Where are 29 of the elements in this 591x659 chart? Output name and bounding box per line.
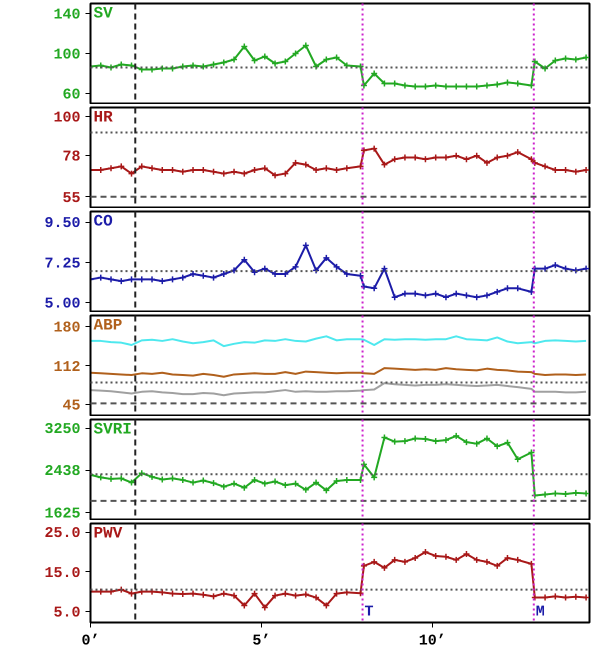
y-tick-label: 55 [62, 190, 81, 207]
y-tick-label: 140 [53, 6, 81, 24]
chart-title: CO [94, 212, 114, 230]
y-tick-label: 112 [53, 358, 81, 376]
y-tick-label: 1625 [44, 505, 81, 522]
y-tick-label: 9.50 [44, 215, 81, 232]
y-tick-label: 45 [62, 398, 81, 415]
y-tick-label: 60 [62, 86, 81, 104]
y-tick-label: 25.0 [44, 525, 81, 542]
y-tick-label: 2438 [44, 463, 81, 480]
x-tick-label: 10’ [418, 632, 446, 650]
y-tick-label: 15.0 [44, 564, 81, 582]
y-tick-label: 3250 [44, 421, 81, 438]
chart-title: ABP [94, 316, 122, 334]
y-tick-label: 180 [53, 319, 81, 336]
chart-title: PWV [94, 524, 123, 542]
y-tick-label: 100 [53, 46, 81, 64]
y-tick-label: 5.00 [44, 296, 81, 313]
x-tick-label: 5’ [252, 632, 270, 650]
ref-line-label: T [364, 604, 374, 620]
y-tick-label: 5.0 [53, 604, 81, 622]
chart-title: SV [94, 4, 114, 22]
ref-line-label: M [536, 604, 545, 620]
chart-title: SVRI [94, 420, 132, 438]
y-tick-label: 78 [62, 148, 81, 166]
y-tick-label: 100 [53, 109, 81, 126]
y-tick-label: 7.25 [44, 255, 81, 272]
x-tick-label: 0’ [82, 632, 100, 650]
chart-title: HR [94, 108, 114, 126]
